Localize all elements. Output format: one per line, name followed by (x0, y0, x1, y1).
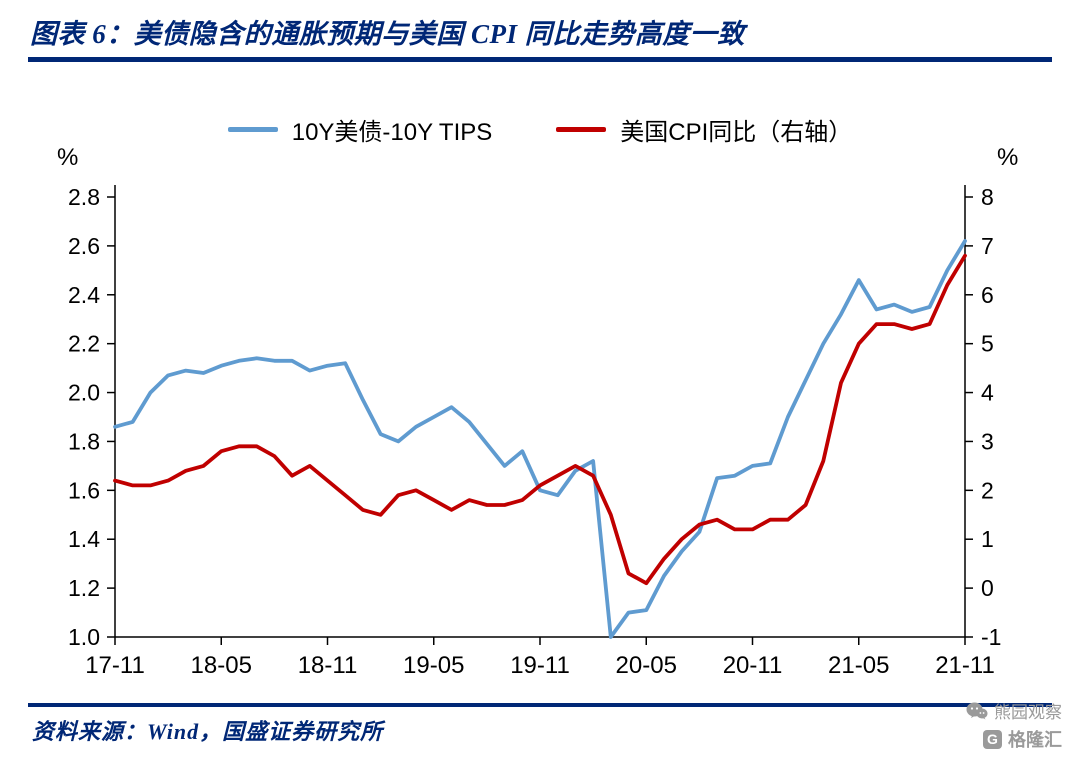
svg-text:19-11: 19-11 (510, 652, 570, 679)
figure-title: 图表 6：美债隐含的通胀预期与美国 CPI 同比走势高度一致 (30, 19, 745, 49)
svg-text:1.8: 1.8 (68, 428, 100, 454)
svg-text:18-11: 18-11 (298, 652, 358, 679)
legend-swatch-blue (227, 127, 278, 132)
svg-text:20-11: 20-11 (723, 652, 783, 679)
svg-text:2.4: 2.4 (68, 282, 100, 308)
brand-watermark-label: 格隆汇 (1008, 730, 1062, 750)
svg-text:7: 7 (981, 233, 994, 259)
legend-label-cpi: 美国CPI同比（右轴） (620, 119, 853, 146)
svg-text:4: 4 (981, 380, 994, 406)
legend-item-breakeven: 10Y美债-10Y TIPS (227, 112, 493, 147)
svg-text:2.8: 2.8 (68, 184, 100, 210)
svg-text:6: 6 (981, 282, 994, 308)
svg-text:1: 1 (981, 526, 994, 552)
svg-text:8: 8 (981, 184, 994, 210)
svg-text:%: % (997, 144, 1018, 171)
svg-text:0: 0 (981, 575, 994, 601)
brand-watermark: G 格隆汇 (983, 726, 1062, 752)
svg-text:2.6: 2.6 (68, 233, 100, 259)
legend-swatch-red (556, 127, 607, 132)
watermarks: 熊园观察 G 格隆汇 (966, 698, 1062, 752)
svg-text:%: % (57, 144, 78, 171)
svg-text:5: 5 (981, 331, 994, 357)
wechat-watermark-label: 熊园观察 (994, 703, 1062, 722)
svg-text:1.0: 1.0 (68, 624, 100, 650)
svg-text:1.4: 1.4 (68, 526, 100, 552)
gelonghui-logo-icon: G (983, 729, 1002, 749)
svg-text:2: 2 (981, 477, 994, 503)
chart-svg: 1.0 1.2 1.4 1.6 1.8 2.0 2.2 2.4 2.6 2.8 -1 0 1 2 3 4 5 6 7… (57, 144, 1018, 679)
svg-text:3: 3 (981, 428, 994, 454)
footer-divider (28, 703, 1052, 707)
wechat-watermark: 熊园观察 (966, 698, 1062, 723)
svg-text:21-11: 21-11 (935, 652, 995, 679)
svg-text:1.6: 1.6 (68, 477, 100, 503)
svg-text:18-05: 18-05 (191, 652, 252, 679)
svg-text:2.2: 2.2 (68, 331, 100, 357)
svg-text:20-05: 20-05 (616, 652, 677, 679)
wechat-icon (966, 702, 988, 719)
title-divider (28, 57, 1052, 62)
svg-text:1.2: 1.2 (68, 575, 100, 601)
legend-item-cpi: 美国CPI同比（右轴） (556, 112, 852, 147)
svg-text:17-11: 17-11 (85, 652, 145, 679)
svg-text:2.0: 2.0 (68, 380, 100, 406)
source-note: 资料来源：Wind，国盛证券研究所 (32, 719, 384, 744)
chart-legend: 10Y美债-10Y TIPS 美国CPI同比（右轴） (0, 112, 1080, 147)
svg-text:19-05: 19-05 (403, 652, 464, 679)
svg-text:21-05: 21-05 (828, 652, 889, 679)
svg-text:-1: -1 (981, 624, 1001, 650)
legend-label-breakeven: 10Y美债-10Y TIPS (291, 119, 493, 146)
